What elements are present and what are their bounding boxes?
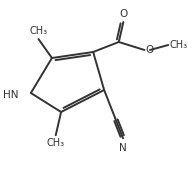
Text: O: O bbox=[119, 9, 127, 19]
Text: N: N bbox=[119, 143, 127, 153]
Text: CH₃: CH₃ bbox=[29, 26, 48, 36]
Text: CH₃: CH₃ bbox=[47, 138, 65, 148]
Text: O: O bbox=[145, 45, 154, 55]
Text: HN: HN bbox=[2, 90, 18, 100]
Text: CH₃: CH₃ bbox=[169, 40, 187, 50]
